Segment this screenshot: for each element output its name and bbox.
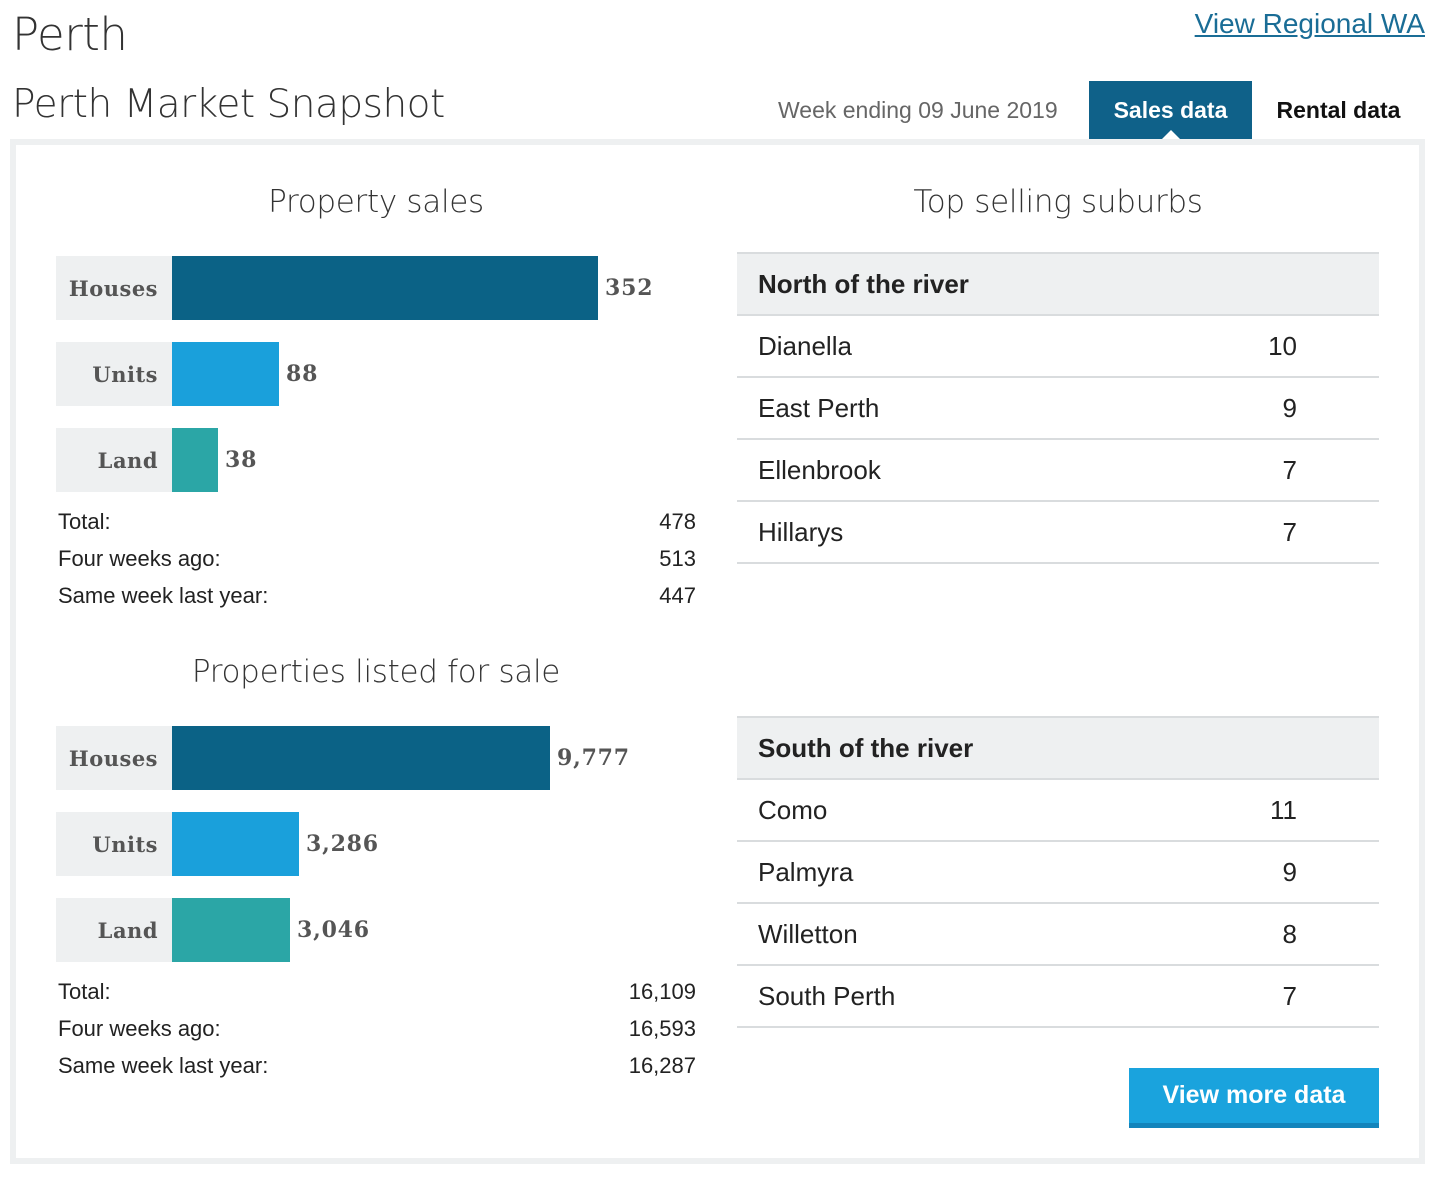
bar [172, 342, 279, 406]
week-ending-label: Week ending 09 June 2019 [778, 97, 1058, 123]
bar [172, 256, 598, 320]
suburb-row: East Perth 9 [737, 378, 1379, 440]
suburb-name: Palmyra [758, 856, 854, 887]
north-suburbs-heading: North of the river [737, 252, 1379, 316]
suburb-row: Ellenbrook 7 [737, 440, 1379, 502]
suburb-count: 7 [1282, 454, 1297, 485]
stat-value: 16,287 [628, 1052, 696, 1078]
stat-label: Four weeks ago: [58, 1015, 221, 1041]
suburb-name: Ellenbrook [758, 454, 881, 485]
north-suburbs-table: North of the river Dianella 10 East Pert… [737, 252, 1379, 564]
stat-row: Total: 478 [58, 503, 696, 540]
tab-sales-data[interactable]: Sales data [1089, 81, 1252, 140]
bar-label: Houses [56, 256, 172, 320]
bar-value: 9,777 [557, 745, 630, 771]
bar-label: Land [56, 898, 172, 962]
listed-bar-row-land: Land 3,046 [56, 898, 696, 962]
stat-row: Total: 16,109 [58, 973, 696, 1010]
stat-value: 447 [659, 582, 696, 608]
bar [172, 898, 290, 962]
bar-label: Units [56, 342, 172, 406]
sales-bar-row-houses: Houses 352 [56, 256, 696, 320]
bar [172, 812, 299, 876]
snapshot-title: Perth Market Snapshot [12, 82, 445, 127]
bar-value: 38 [225, 447, 258, 473]
bar-label: Houses [56, 726, 172, 790]
top-suburbs-title: Top selling suburbs [913, 184, 1203, 220]
stat-row: Four weeks ago: 513 [58, 540, 696, 577]
bar-value: 352 [605, 275, 654, 301]
suburb-count: 8 [1282, 918, 1297, 949]
suburb-name: Willetton [758, 918, 858, 949]
suburb-count: 9 [1282, 856, 1297, 887]
bar-label: Units [56, 812, 172, 876]
suburb-name: Dianella [758, 330, 852, 361]
tab-rental-data[interactable]: Rental data [1256, 81, 1421, 139]
suburb-row: Como 11 [737, 780, 1379, 842]
listed-bar-row-houses: Houses 9,777 [56, 726, 696, 790]
suburb-count: 11 [1270, 794, 1297, 825]
suburb-count: 7 [1282, 980, 1297, 1011]
south-suburbs-heading: South of the river [737, 716, 1379, 780]
view-regional-link[interactable]: View Regional WA [1194, 8, 1425, 39]
property-sales-stats: Total: 478 Four weeks ago: 513 Same week… [58, 503, 696, 614]
suburb-row: Hillarys 7 [737, 502, 1379, 564]
suburb-count: 10 [1268, 330, 1297, 361]
bar [172, 726, 550, 790]
view-more-data-button[interactable]: View more data [1129, 1068, 1379, 1128]
stat-row: Four weeks ago: 16,593 [58, 1010, 696, 1047]
suburb-count: 7 [1282, 516, 1297, 547]
suburb-row: Palmyra 9 [737, 842, 1379, 904]
suburb-row: South Perth 7 [737, 966, 1379, 1028]
stat-value: 478 [659, 508, 696, 534]
stat-value: 513 [659, 545, 696, 571]
stat-value: 16,109 [628, 978, 696, 1004]
bar-value: 88 [286, 361, 319, 387]
suburb-count: 9 [1282, 392, 1297, 423]
city-title: Perth [12, 8, 128, 61]
bar-value: 3,046 [297, 917, 370, 943]
suburb-name: South Perth [758, 980, 896, 1011]
property-sales-title: Property sales [268, 184, 484, 220]
stat-label: Total: [58, 508, 111, 534]
suburb-row: Willetton 8 [737, 904, 1379, 966]
suburb-name: Hillarys [758, 516, 844, 547]
suburb-name: East Perth [758, 392, 880, 423]
bar [172, 428, 218, 492]
stat-row: Same week last year: 447 [58, 577, 696, 614]
listed-for-sale-title: Properties listed for sale [191, 654, 561, 690]
bar-value: 3,286 [306, 831, 379, 857]
south-suburbs-table: South of the river Como 11 Palmyra 9 Wil… [737, 716, 1379, 1028]
listed-bar-row-units: Units 3,286 [56, 812, 696, 876]
sales-bar-row-units: Units 88 [56, 342, 696, 406]
stat-label: Total: [58, 978, 111, 1004]
stat-row: Same week last year: 16,287 [58, 1047, 696, 1084]
stat-value: 16,593 [628, 1015, 696, 1041]
bar-label: Land [56, 428, 172, 492]
sales-bar-row-land: Land 38 [56, 428, 696, 492]
stat-label: Same week last year: [58, 1052, 269, 1078]
stat-label: Same week last year: [58, 582, 269, 608]
suburb-row: Dianella 10 [737, 316, 1379, 378]
stat-label: Four weeks ago: [58, 545, 221, 571]
suburb-name: Como [758, 794, 828, 825]
listed-for-sale-stats: Total: 16,109 Four weeks ago: 16,593 Sam… [58, 973, 696, 1084]
